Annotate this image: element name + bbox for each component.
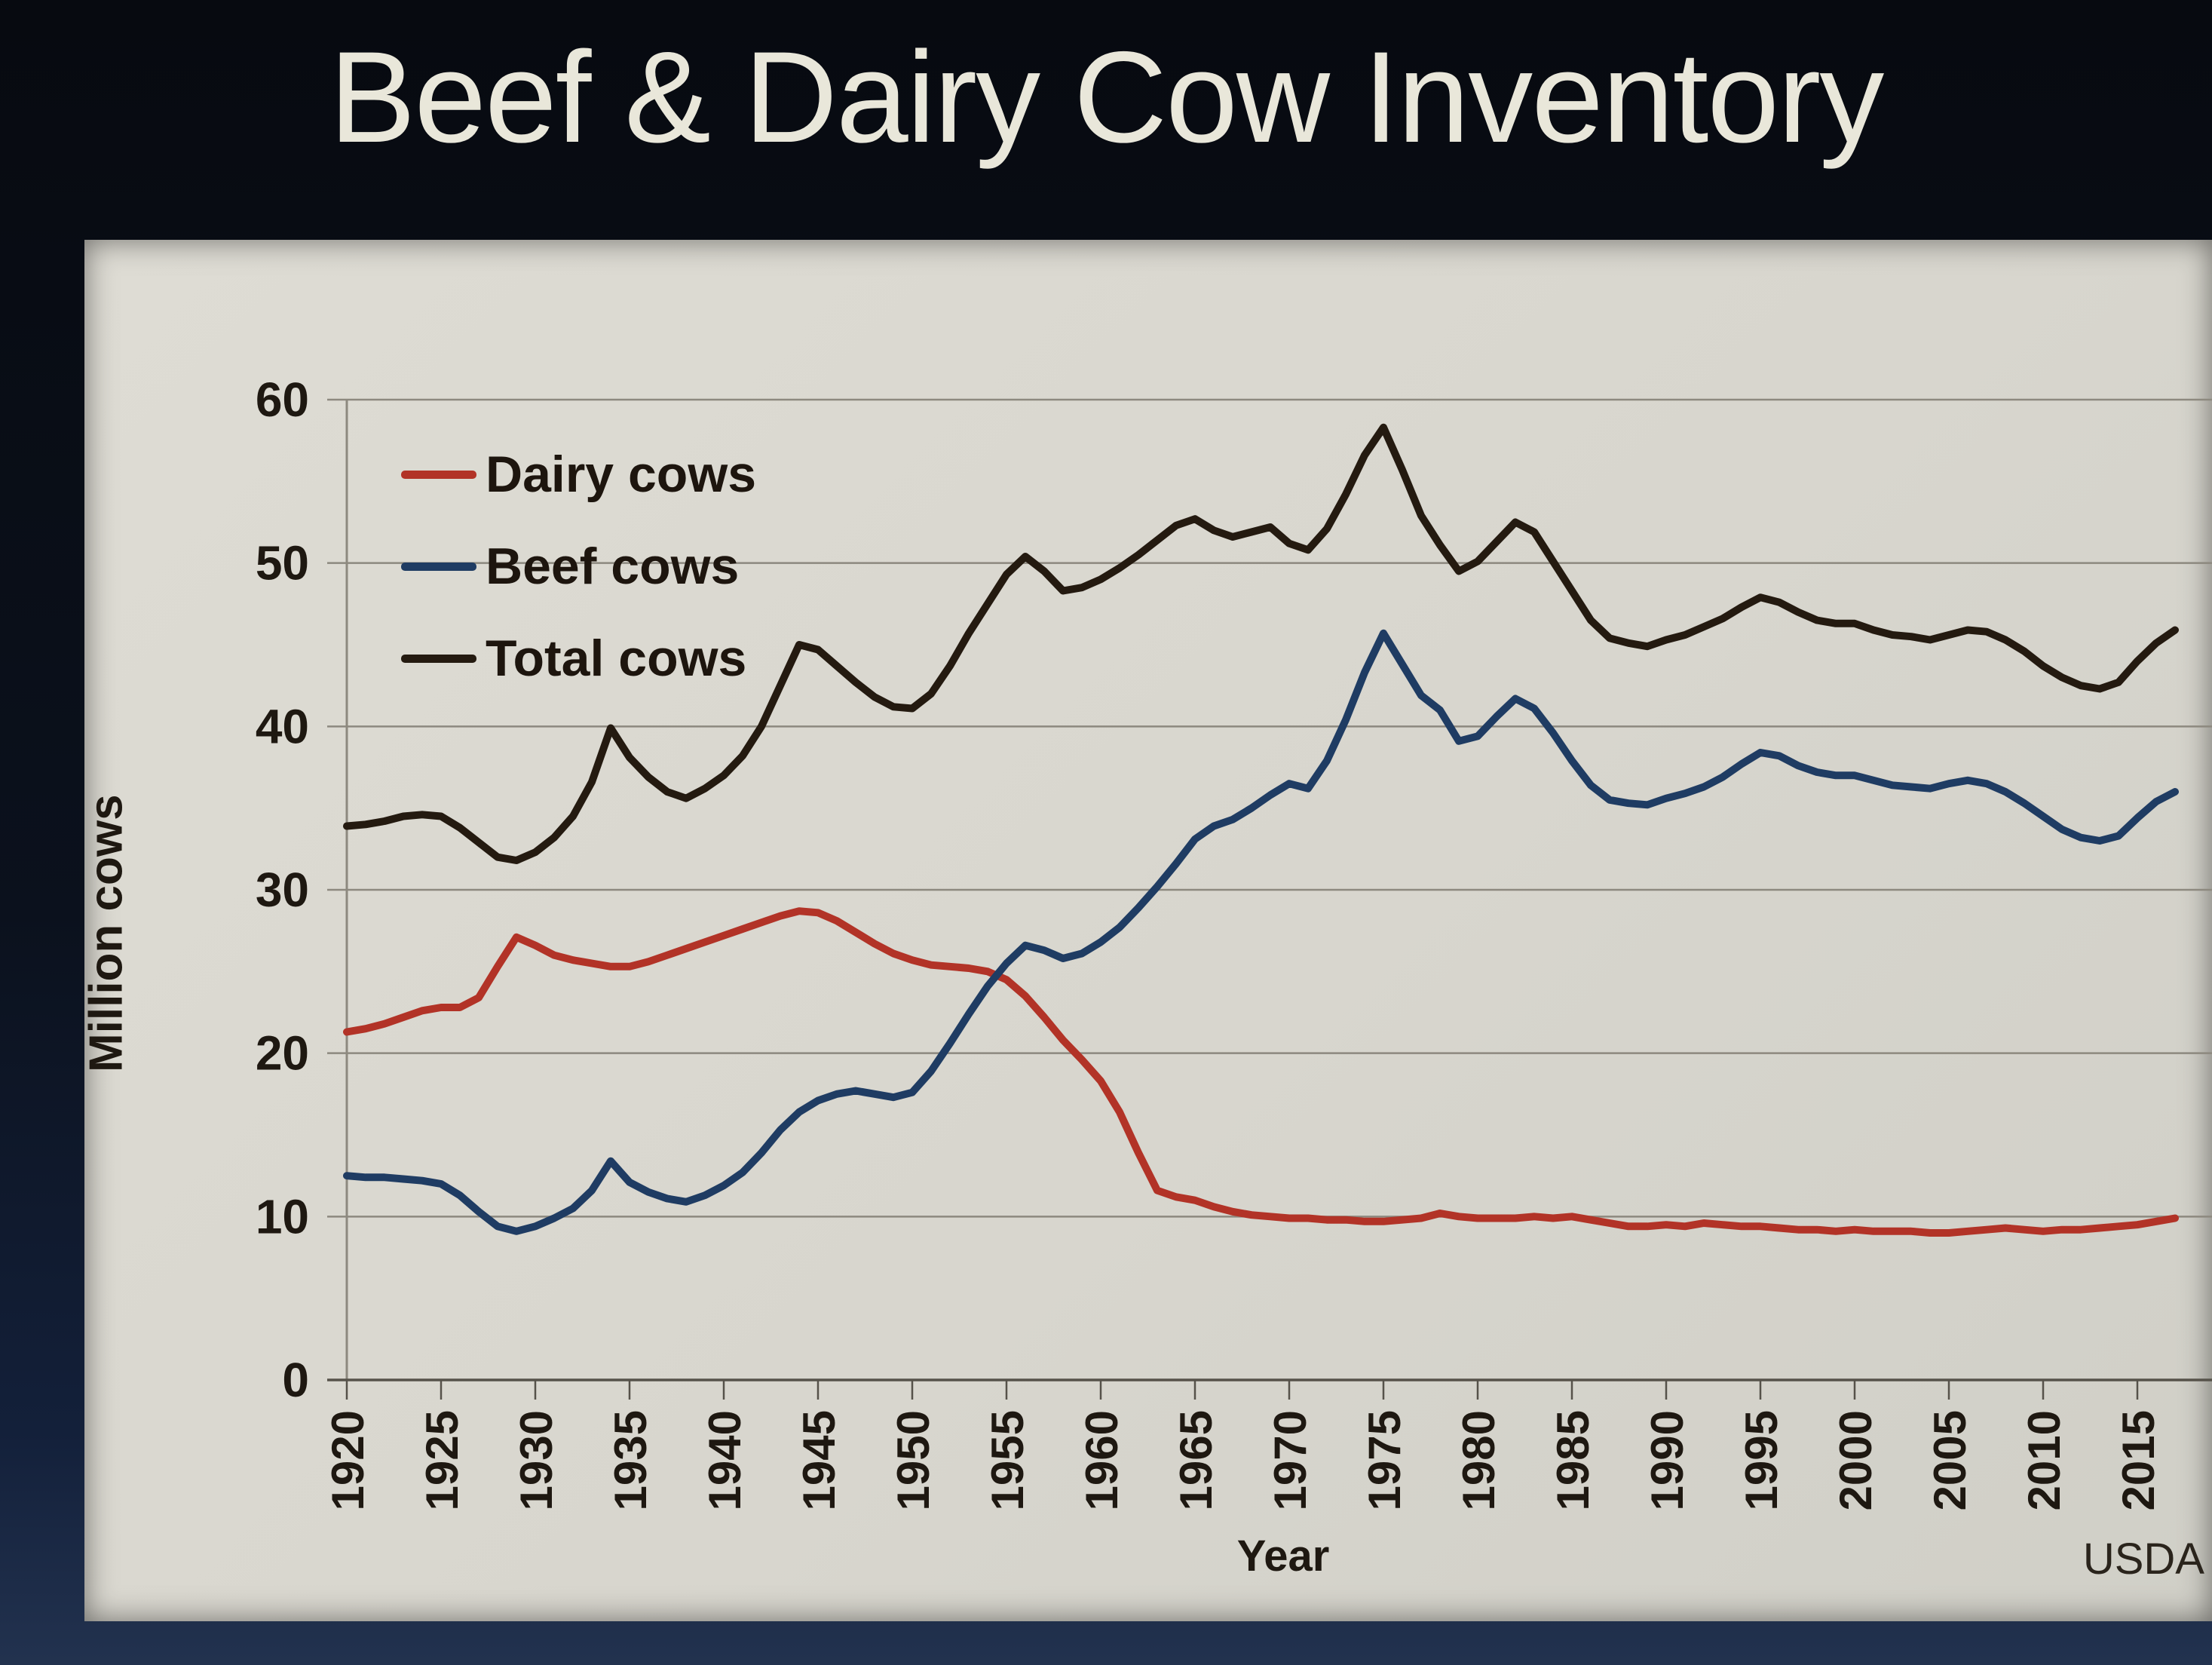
- x-tick-label-1950: 1950: [888, 1410, 939, 1510]
- series-line-beef-cows: [343, 629, 2179, 1235]
- x-tick-label-2010: 2010: [2019, 1410, 2070, 1510]
- legend-item-beef: Beef cows: [401, 520, 756, 612]
- x-axis-title: Year: [1236, 1532, 1330, 1581]
- beef-line-swatch-icon: [401, 562, 476, 571]
- y-tick-label-10: 10: [256, 1189, 309, 1243]
- x-tick-label-1955: 1955: [982, 1410, 1033, 1510]
- x-tick-label-1970: 1970: [1265, 1410, 1316, 1510]
- y-axis-title: Million cows: [80, 794, 133, 1073]
- cow-inventory-line-chart: 0 10 20 30 40 50 60 1920 1925 1930 1935 1940 1945 195…: [256, 373, 2212, 1510]
- chart-legend: Dairy cows Beef cows Total cows: [401, 428, 756, 704]
- y-tick-label-50: 50: [256, 536, 309, 590]
- source-note: USDA: [2082, 1535, 2204, 1584]
- dairy-line-swatch-icon: [401, 470, 476, 479]
- x-tick-label-1920: 1920: [323, 1410, 373, 1510]
- slide-title: Beef & Dairy Cow Inventory: [329, 25, 1885, 170]
- x-tick-label-1985: 1985: [1548, 1410, 1598, 1510]
- y-tick-label-0: 0: [282, 1353, 309, 1407]
- chart-paper: 0 10 20 30 40 50 60 1920 1925 1930 1935 1940 1945 195…: [81, 240, 2212, 1621]
- x-tick-label-1995: 1995: [1736, 1410, 1787, 1510]
- y-tick-label-60: 60: [256, 373, 309, 427]
- x-tick-label-1965: 1965: [1171, 1410, 1221, 1510]
- x-tick-label-1940: 1940: [700, 1410, 750, 1510]
- y-tick-label-20: 20: [256, 1026, 309, 1081]
- x-tick-label-1925: 1925: [417, 1410, 467, 1510]
- x-tick-label-1945: 1945: [794, 1410, 844, 1510]
- legend-label: Beef cows: [486, 538, 740, 595]
- x-tick-label-2000: 2000: [1831, 1410, 1881, 1510]
- x-tick-label-2005: 2005: [1925, 1410, 1975, 1510]
- x-tick-label-1935: 1935: [605, 1410, 656, 1510]
- x-tick-label-1960: 1960: [1077, 1410, 1127, 1510]
- legend-item-total: Total cows: [401, 612, 756, 704]
- x-tick-label-1975: 1975: [1359, 1410, 1410, 1510]
- legend-label: Dairy cows: [486, 446, 757, 503]
- y-tick-label-40: 40: [256, 699, 309, 753]
- legend-item-dairy: Dairy cows: [401, 428, 756, 520]
- total-line-swatch-icon: [401, 654, 476, 663]
- x-tick-label-1930: 1930: [511, 1410, 562, 1510]
- x-tick-label-2015: 2015: [2113, 1410, 2164, 1510]
- x-tick-label-1980: 1980: [1454, 1410, 1504, 1510]
- x-tick-label-1990: 1990: [1642, 1410, 1693, 1510]
- series-line-total-cows: [343, 423, 2179, 864]
- series-line-dairy-cows: [343, 907, 2179, 1237]
- y-tick-label-30: 30: [256, 863, 309, 917]
- legend-label: Total cows: [486, 630, 747, 687]
